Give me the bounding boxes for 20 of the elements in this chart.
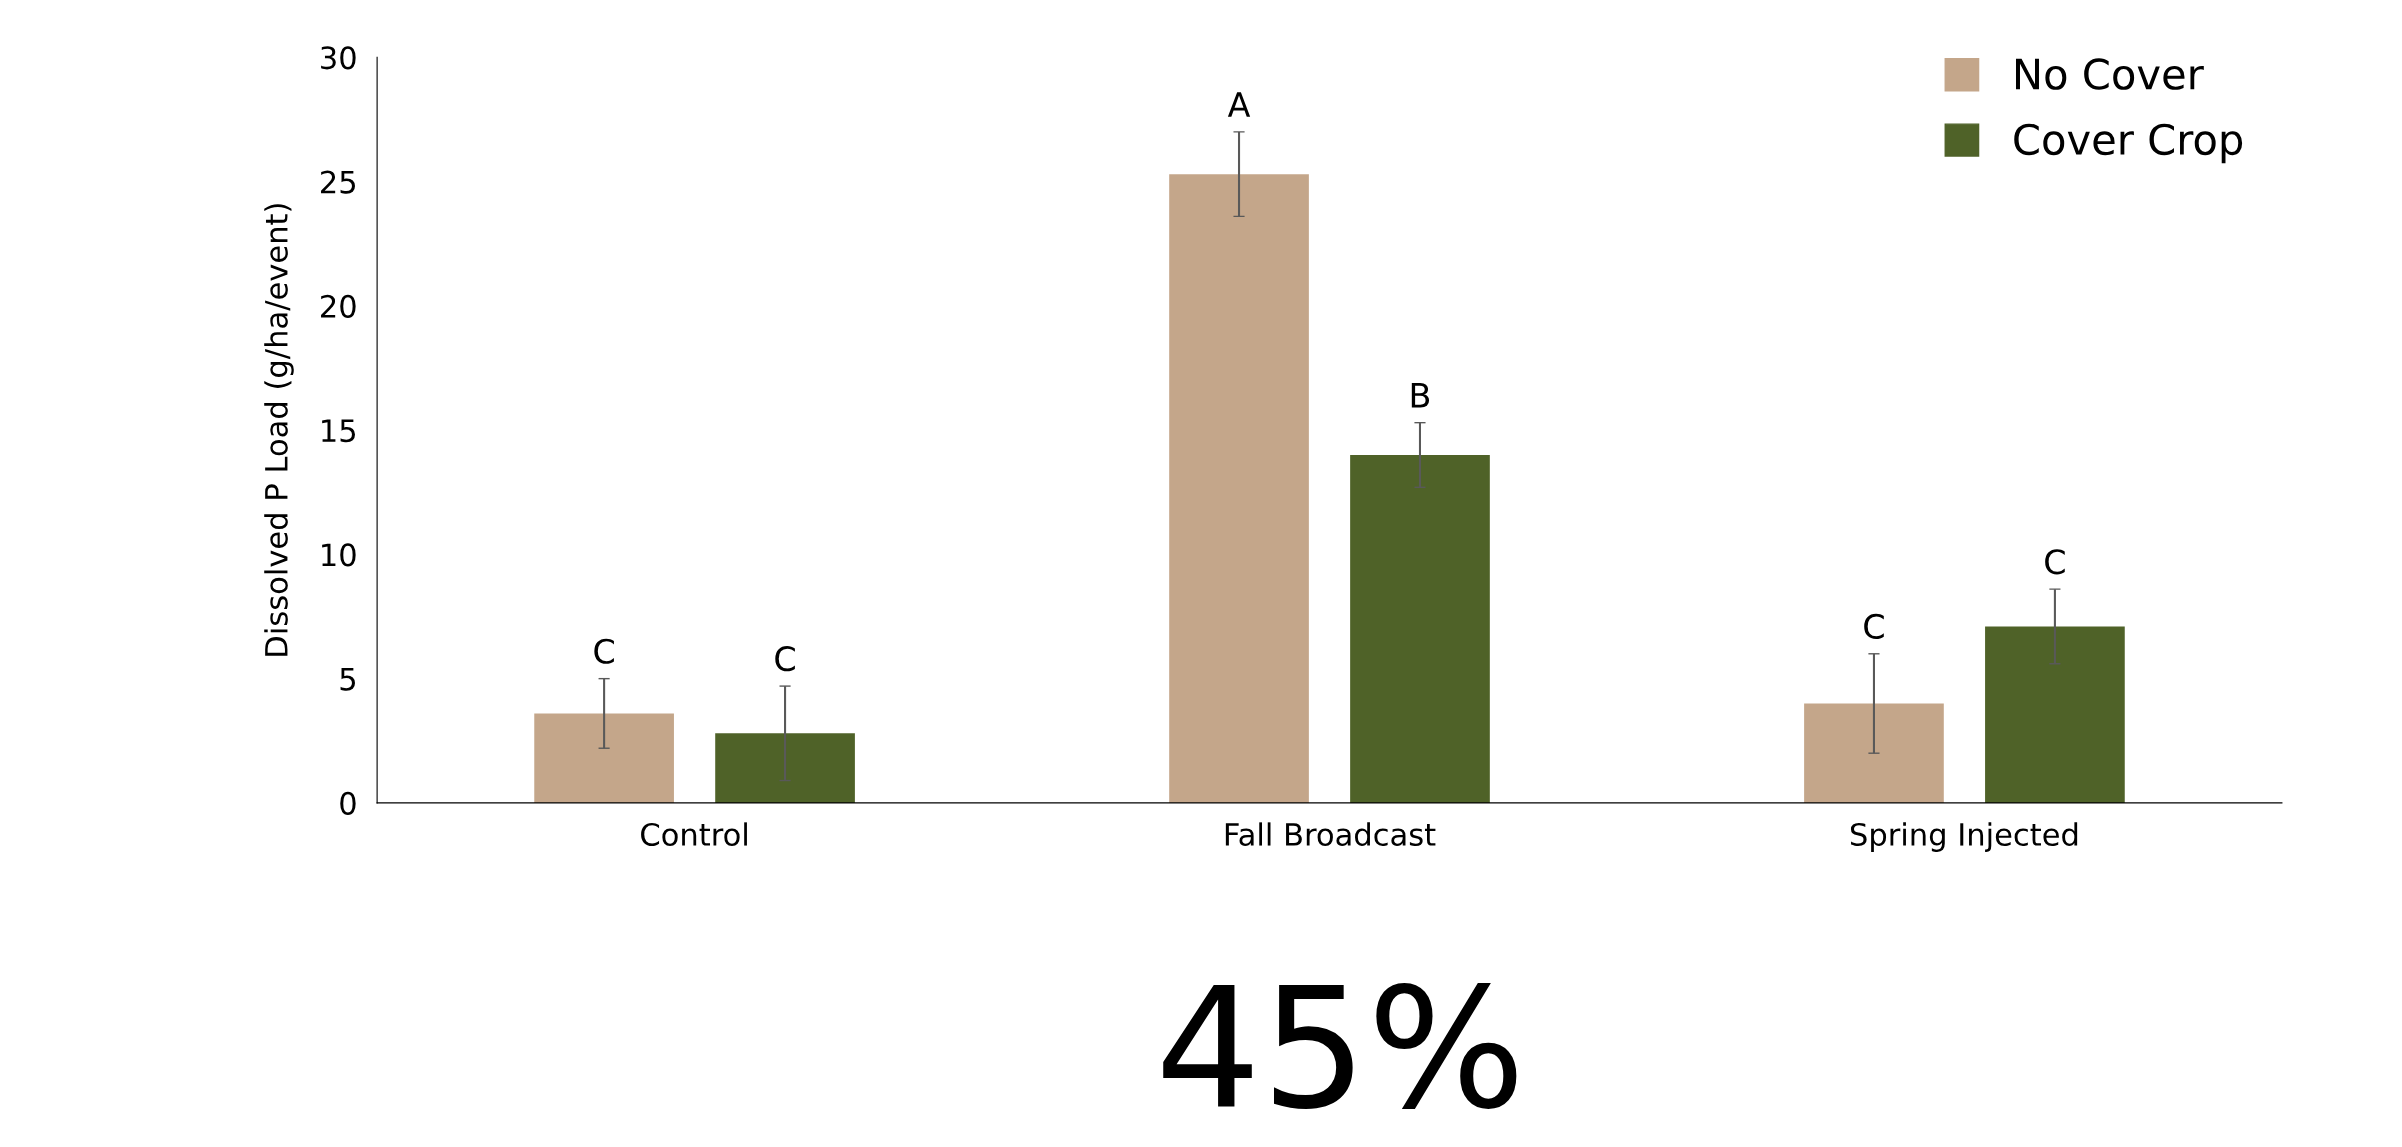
- annotation: C: [594, 638, 614, 664]
- y-tick-label: 0: [340, 791, 356, 815]
- annotation: C: [1864, 613, 1884, 639]
- annotation: C: [2045, 549, 2065, 575]
- y-tick-label: 20: [321, 294, 356, 318]
- y-tick-label: 5: [340, 667, 355, 691]
- annotation: B: [1411, 383, 1430, 408]
- x-tick-label: Fall Broadcast: [1225, 822, 1436, 846]
- legend-label: Cover Crop: [2014, 123, 2243, 164]
- x-tick-label: Spring Injected: [1850, 822, 2078, 852]
- legend-label: No Cover: [2015, 58, 2204, 90]
- x-tick-label: Control: [641, 822, 747, 846]
- annotation: A: [1227, 92, 1251, 117]
- y-tick-label: 25: [321, 170, 355, 194]
- text: 45%: [1163, 982, 1517, 1109]
- y-axis-title: Dissolved P Load (g/ha/event): [264, 204, 294, 656]
- y-tick-label: 15: [322, 419, 355, 443]
- y-tick-label: 10: [322, 543, 356, 567]
- y-tick-label: 30: [321, 46, 356, 70]
- annotation: C: [775, 646, 795, 672]
